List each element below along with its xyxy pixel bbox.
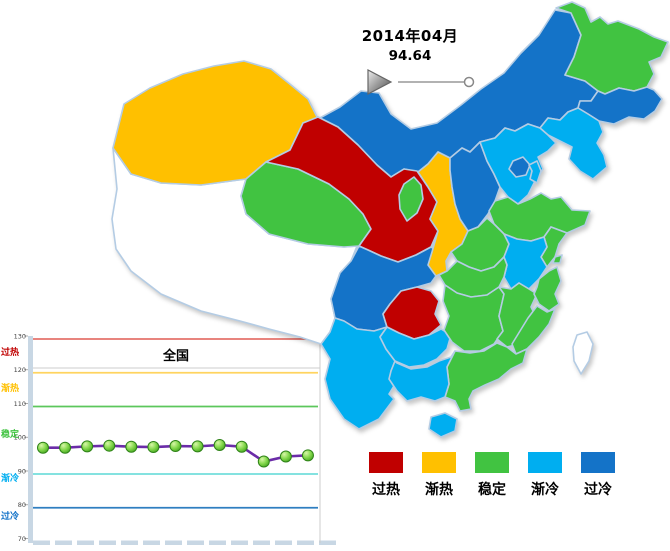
x-axis-dash <box>253 540 270 545</box>
play-button[interactable] <box>367 69 393 95</box>
data-point-1[interactable] <box>37 441 49 454</box>
map-legend: 过热 渐热 稳定 渐冷 过冷 <box>360 452 660 499</box>
zone-label-稳定: 稳定 <box>1 428 20 440</box>
legend-swatch <box>422 452 456 473</box>
data-point-8[interactable] <box>191 440 204 453</box>
zone-label-过热: 过热 <box>1 346 19 358</box>
province-ningxia[interactable] <box>398 176 424 222</box>
legend-swatch <box>369 452 403 473</box>
y-tick-label: 120 <box>14 366 26 374</box>
legend-swatch <box>581 452 615 473</box>
legend-item-渐冷[interactable]: 渐冷 <box>519 452 571 499</box>
x-axis-dash <box>121 540 138 545</box>
province-zhejiang[interactable] <box>533 266 562 312</box>
data-point-13[interactable] <box>301 449 314 462</box>
province-xinjiang[interactable] <box>112 60 319 186</box>
x-axis-dash <box>275 540 292 545</box>
x-axis-dash <box>209 540 226 545</box>
province-guizhou[interactable] <box>379 326 452 368</box>
data-point-11[interactable] <box>257 455 270 468</box>
legend-swatch <box>475 452 509 473</box>
legend-item-稳定[interactable]: 稳定 <box>466 452 518 499</box>
province-jilin[interactable] <box>577 86 663 125</box>
data-point-6[interactable] <box>147 441 160 454</box>
timeline-current-value: 94.64 <box>388 48 432 64</box>
province-taiwan[interactable] <box>572 331 594 375</box>
legend-item-渐热[interactable]: 渐热 <box>413 452 465 499</box>
legend-label: 过冷 <box>584 482 612 498</box>
legend-label: 稳定 <box>478 482 506 498</box>
province-yunnan[interactable] <box>320 317 398 430</box>
y-tick-label: 90 <box>18 467 26 475</box>
province-guangdong[interactable] <box>444 342 528 412</box>
province-shanghai[interactable] <box>552 254 563 264</box>
legend-swatch <box>528 452 562 473</box>
slider-handle[interactable] <box>463 76 475 88</box>
data-point-4[interactable] <box>103 439 116 452</box>
y-tick-label: 130 <box>14 332 26 340</box>
y-tick-label: 70 <box>18 535 26 543</box>
x-axis-dash <box>55 540 72 545</box>
y-tick-label: 100 <box>14 434 26 442</box>
timeline-current-date: 2014年04月 <box>361 27 459 45</box>
province-tianjin[interactable] <box>528 160 542 184</box>
data-point-5[interactable] <box>125 440 138 453</box>
data-point-12[interactable] <box>279 450 292 463</box>
timeline-slider <box>367 69 475 95</box>
data-point-3[interactable] <box>81 440 94 453</box>
x-axis-dash <box>187 540 204 545</box>
chart-title: 全国 <box>162 348 189 364</box>
zone-label-渐冷: 渐冷 <box>1 472 19 484</box>
province-heilongjiang[interactable] <box>555 1 669 95</box>
province-beijing[interactable] <box>508 156 531 178</box>
x-axis-dash <box>33 540 50 545</box>
zone-label-渐热: 渐热 <box>1 382 19 394</box>
x-axis-dash <box>231 540 248 545</box>
y-tick-label: 80 <box>18 501 26 509</box>
zone-label-过冷: 过冷 <box>1 510 19 522</box>
x-axis-dash <box>319 540 336 545</box>
x-axis-dash <box>77 540 94 545</box>
x-axis-dash <box>297 540 314 545</box>
x-axis-dash <box>165 540 182 545</box>
y-tick-label: 110 <box>14 400 26 408</box>
province-guangxi[interactable] <box>388 350 456 402</box>
data-point-7[interactable] <box>169 440 182 453</box>
data-point-2[interactable] <box>59 441 72 454</box>
x-axis-dash <box>143 540 160 545</box>
y-axis-line <box>28 336 33 543</box>
timeline-control: 2014年04月 94.64 <box>340 25 480 100</box>
legend-label: 过热 <box>372 482 400 498</box>
legend-label: 渐冷 <box>531 482 559 498</box>
province-hainan[interactable] <box>428 412 458 438</box>
data-point-10[interactable] <box>235 440 248 453</box>
legend-item-过热[interactable]: 过热 <box>360 452 412 499</box>
legend-item-过冷[interactable]: 过冷 <box>572 452 624 499</box>
x-axis-dash <box>99 540 116 545</box>
data-point-9[interactable] <box>213 439 226 452</box>
legend-label: 渐热 <box>425 482 453 498</box>
